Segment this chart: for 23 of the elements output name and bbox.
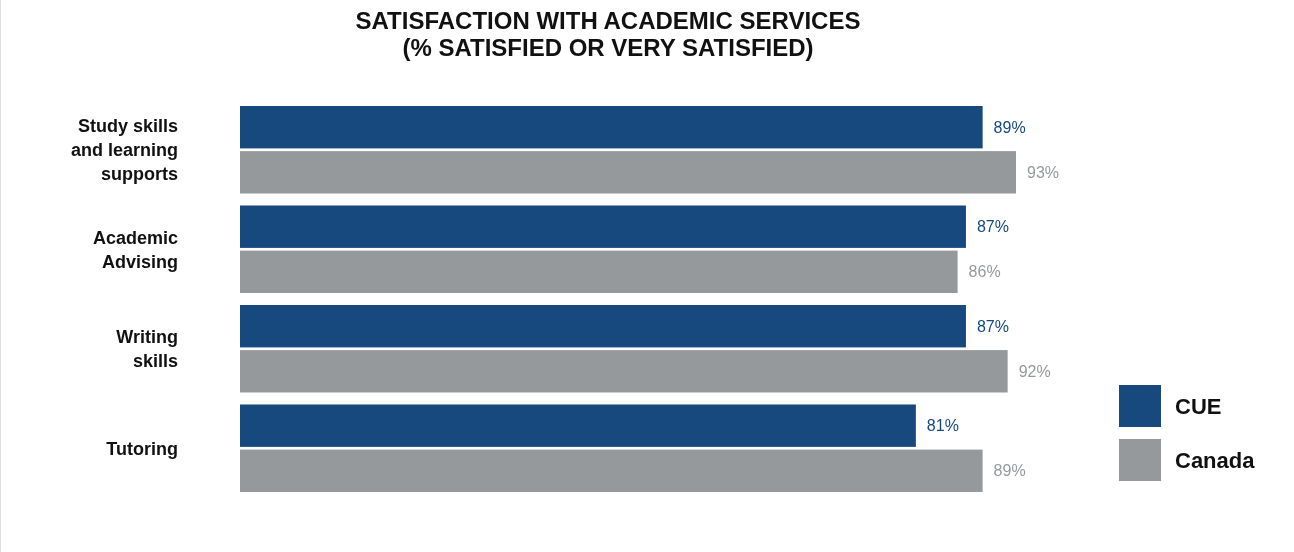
bar [240, 404, 916, 447]
chart-title: SATISFACTION WITH ACADEMIC SERVICES (% SATISFIED OR VERY SATISFIED) [355, 7, 861, 61]
data-label: 86% [968, 263, 1001, 281]
data-label: 87% [976, 218, 1009, 236]
bar [240, 151, 1016, 194]
bar [240, 449, 983, 492]
bar [240, 205, 966, 248]
data-label: 89% [993, 462, 1026, 480]
legend-label: Canada [1175, 447, 1256, 473]
y-tick-label: Study skills and learning supports [70, 116, 178, 185]
legend-label: CUE [1175, 393, 1222, 419]
y-tick-label: Writing skills [116, 327, 178, 372]
bar [240, 106, 983, 149]
data-label: 87% [976, 317, 1009, 335]
data-label: 93% [1027, 163, 1060, 181]
data-label: 81% [926, 417, 959, 435]
bar [240, 350, 1008, 393]
bar [240, 250, 958, 294]
y-tick-label: Academic Advising [92, 227, 178, 272]
y-tick-label: Tutoring [106, 438, 178, 459]
bar [240, 304, 966, 348]
data-label: 92% [1018, 362, 1051, 380]
data-label: 89% [993, 118, 1026, 136]
